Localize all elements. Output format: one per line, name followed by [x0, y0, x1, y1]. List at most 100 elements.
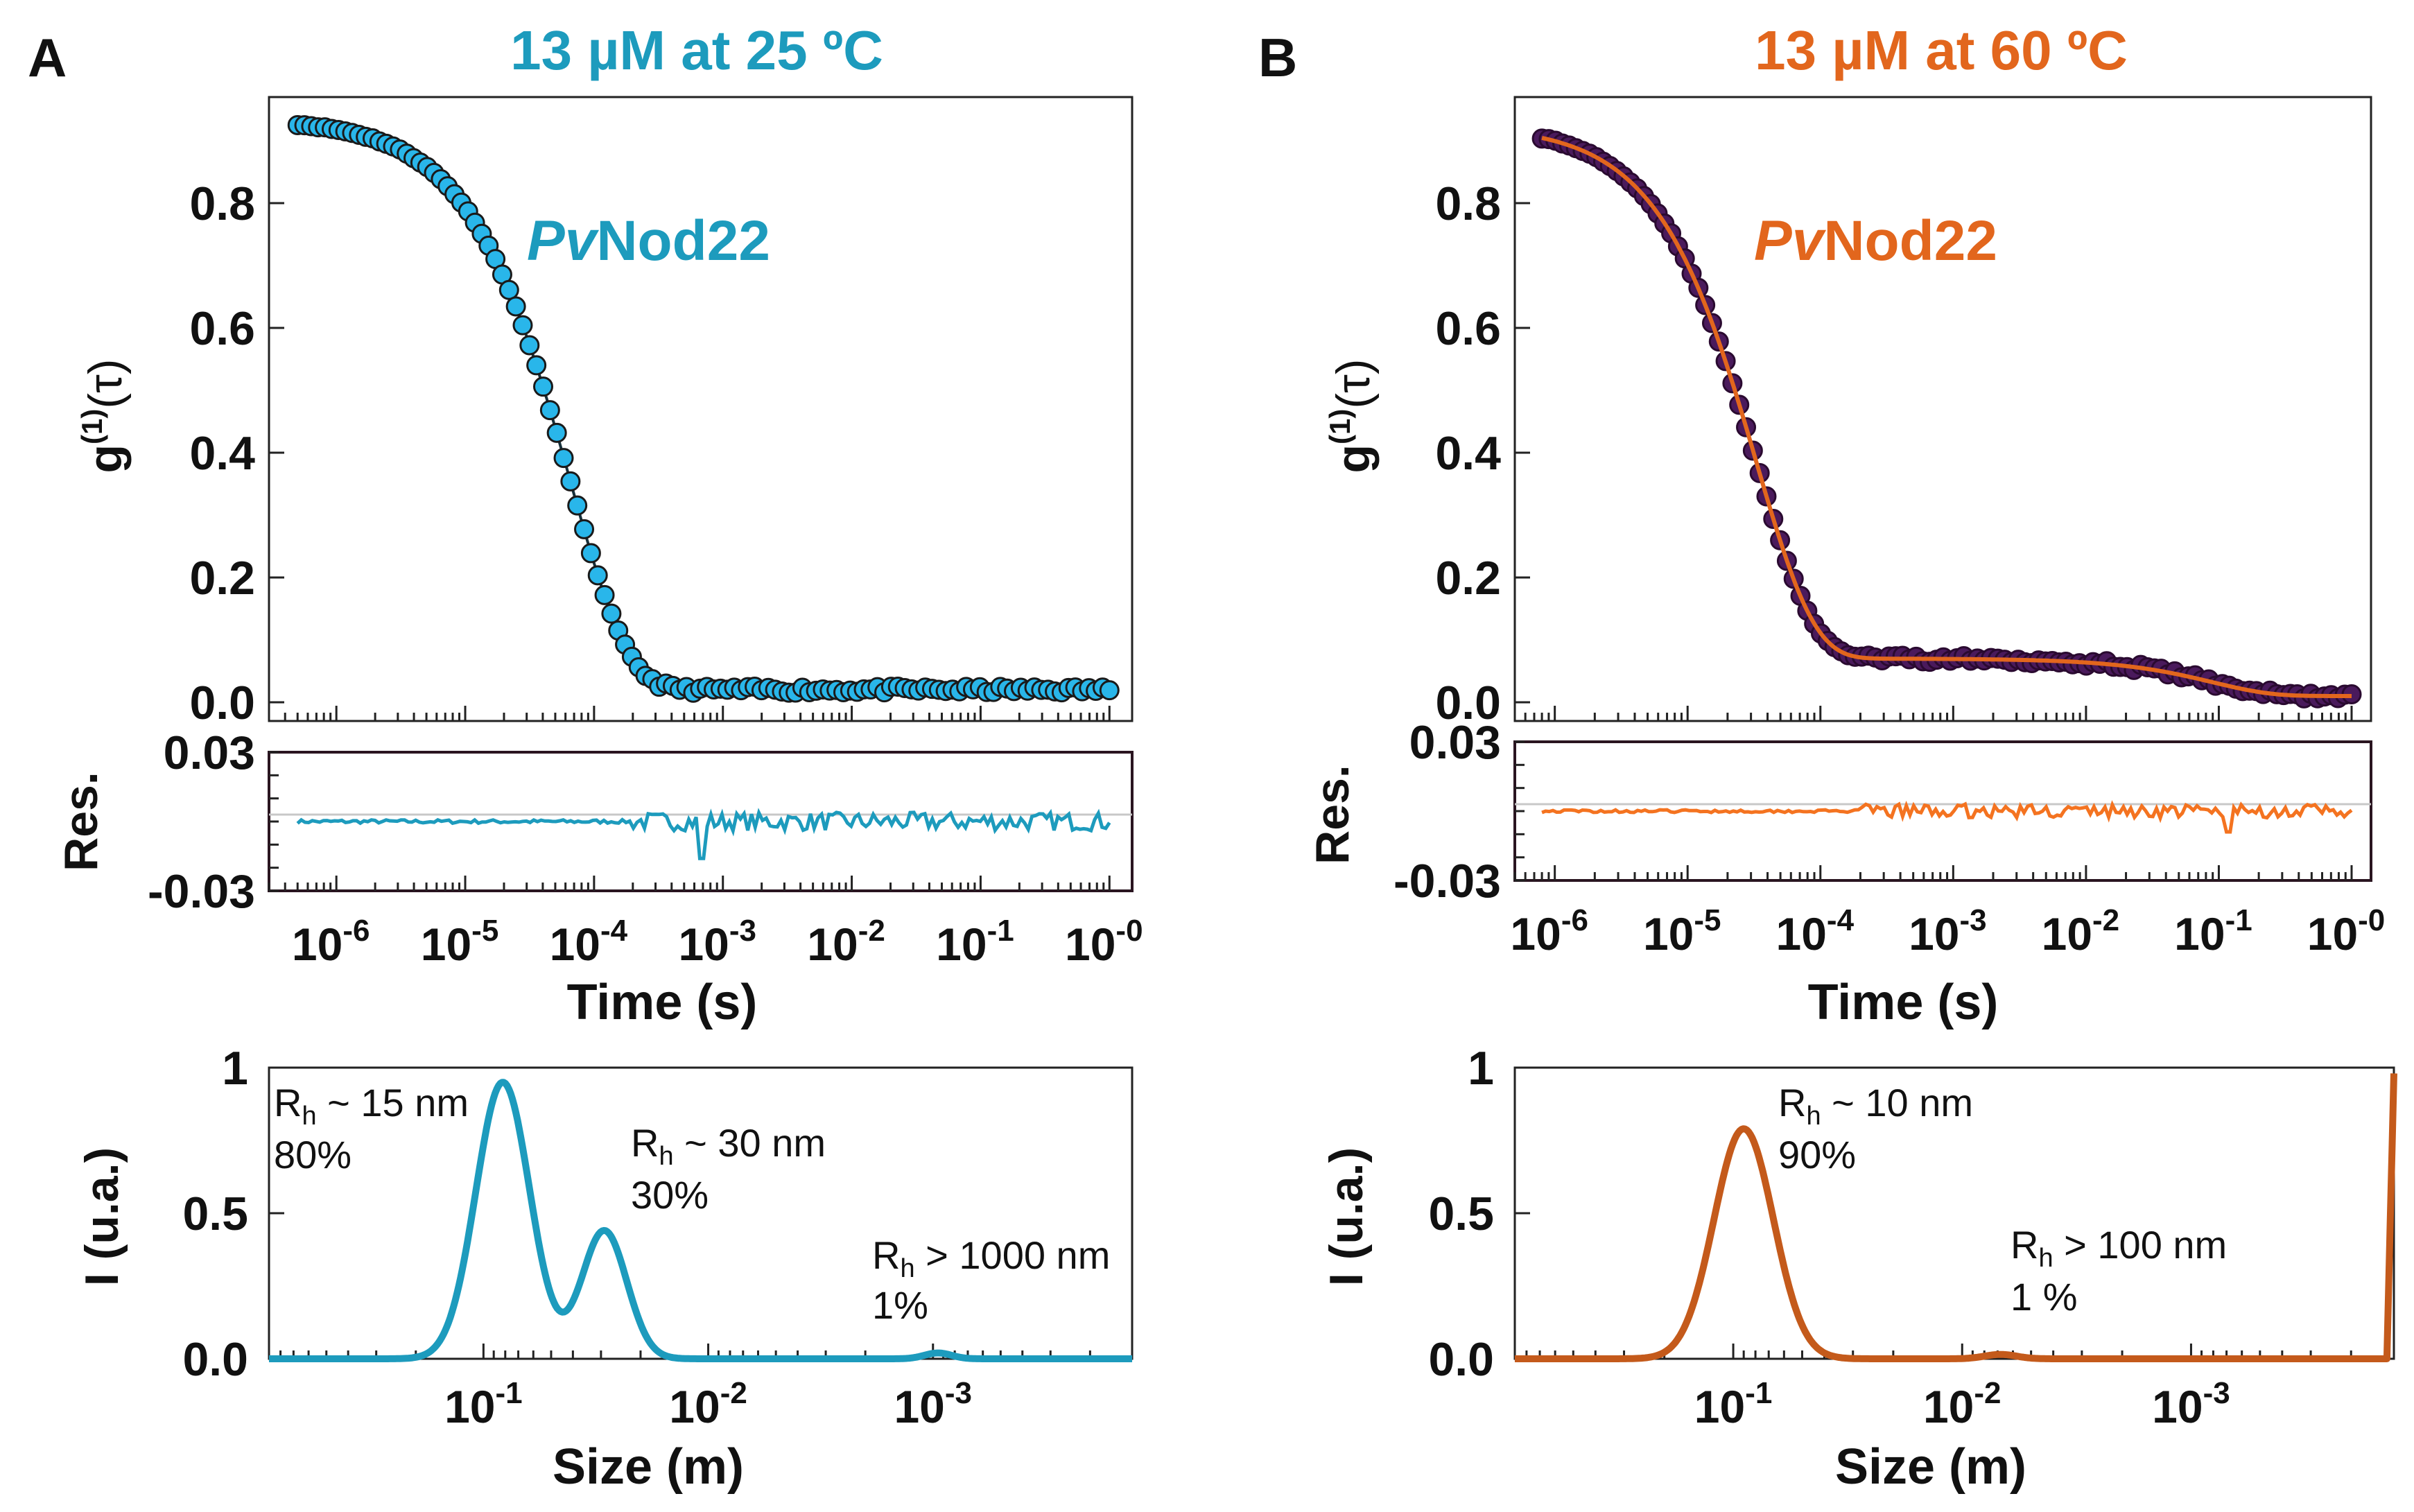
size-xtick-label: 10-3	[2152, 1376, 2230, 1432]
panel-a-residual-plot: -0.030.03 Res. 10-6 10-5 10-4 10-3 10-2 10-1 1…	[55, 727, 1143, 1030]
b1-ytick-label: 0.8	[1435, 177, 1501, 230]
b1-ytick-label: 0.2	[1435, 552, 1501, 605]
svg-text:PvNod22: PvNod22	[527, 209, 770, 272]
time-xtick-label: 10-1	[2174, 903, 2252, 959]
panel-a-correlation-ylabel: g(1)(τ)	[76, 358, 132, 473]
time-xtick-label: 10-5	[421, 914, 499, 970]
time-xtick-label: 10-6	[292, 914, 370, 970]
panel-b-species-label: PvNod22	[1754, 209, 1997, 272]
a1-ytick-label: 0.0	[189, 677, 255, 729]
panel-a-size-xtick-labels: 10-1 10-2 10-3	[444, 1376, 972, 1432]
panel-b-residual-plot: -0.030.03 Res. 10-6 10-5 10-4 10-3 10-2 10-1 1…	[1306, 716, 2385, 1030]
time-xtick-label: 10-3	[1909, 903, 1987, 959]
data-point	[532, 376, 553, 397]
data-point	[574, 519, 595, 539]
a3-ytick-label: 0.5	[182, 1188, 248, 1240]
peak1-percent: 90%	[1778, 1133, 1856, 1176]
panel-a-letter: A	[28, 27, 67, 88]
panel-b-residual-ylabel: Res.	[1306, 765, 1359, 864]
panel-a-size-curve	[267, 1079, 1134, 1362]
a3-ytick-label: 0.0	[182, 1333, 248, 1386]
panel-b-residual-xtick-labels: 10-6 10-5 10-4 10-3 10-2 10-1 10-0	[1510, 903, 2385, 959]
rh-sub: h	[2038, 1244, 2053, 1273]
time-xtick-label: 10-3	[678, 914, 756, 970]
panel-a: A 13 µM at 25 ºC PvNod22 0.0 0.2 0.4 0.6 0.8…	[28, 19, 1143, 1495]
rh-symbol: R	[1778, 1081, 1806, 1124]
time-xtick-label: 10-4	[1776, 903, 1855, 959]
panel-a-residual-xtick-labels: 10-6 10-5 10-4 10-3 10-2 10-1 10-0	[292, 914, 1143, 970]
b2-ytick-label: 0.03	[1409, 716, 1501, 769]
panel-b-letter: B	[1258, 27, 1297, 88]
panel-a-species-italic: Pv	[527, 209, 600, 272]
svg-text:Rh ~ 30 nm: Rh ~ 30 nm	[631, 1121, 826, 1171]
panel-b-title: 13 µM at 60 ºC	[1755, 19, 2128, 81]
panel-b-species-rest: Nod22	[1823, 209, 1997, 272]
peak1-percent: 80%	[274, 1133, 351, 1176]
svg-text:PvNod22: PvNod22	[1754, 209, 1997, 272]
b3-ytick-label: 0.5	[1428, 1188, 1494, 1240]
peak2-percent: 1 %	[2011, 1275, 2078, 1319]
data-point	[567, 495, 588, 516]
panel-b-residual-ytick-labels: -0.03 0.03	[1393, 716, 1501, 907]
rh-value: ~ 30 nm	[674, 1121, 826, 1165]
size-xtick-label: 10-3	[894, 1376, 972, 1432]
panel-b-residual-line	[1541, 800, 2353, 834]
time-xtick-label: 10-6	[1510, 903, 1588, 959]
panel-b-ylabel-sup: (1)	[1323, 409, 1356, 444]
rh-value: ~ 15 nm	[317, 1081, 469, 1124]
panel-a-residual-ylabel: Res.	[55, 772, 107, 871]
a1-ytick-label: 0.4	[189, 427, 255, 480]
data-point	[498, 279, 519, 300]
size-xtick-label: 10-1	[1694, 1376, 1773, 1432]
data-point	[601, 603, 622, 624]
panel-a-correlation-frame	[268, 96, 1134, 722]
data-point	[560, 471, 581, 492]
data-point	[519, 335, 540, 356]
size-xtick-label: 10-2	[1923, 1376, 2001, 1432]
panel-a-title: 13 µM at 25 ºC	[510, 19, 883, 81]
panel-b-time-xlabel: Time (s)	[1808, 975, 1999, 1030]
data-point	[512, 315, 533, 336]
panel-a-ylabel-arg: (τ)	[79, 358, 132, 408]
rh-sub: h	[1806, 1102, 1821, 1131]
panel-b-size-curve	[1513, 1073, 2397, 1362]
svg-text:Rh > 100 nm: Rh > 100 nm	[2011, 1223, 2227, 1273]
time-xtick-label: 10-1	[936, 914, 1014, 970]
panel-a-correlation-points	[287, 114, 1120, 703]
panel-b-size-ylabel: I (u.a.)	[1320, 1147, 1373, 1286]
panel-b-size-ytick-labels: 0.0 0.5 1	[1428, 1042, 1494, 1386]
peak3-percent: 1%	[872, 1283, 928, 1327]
panel-b-ylabel-base: g	[1327, 444, 1380, 473]
panel-b-size-plot: 0.0 0.5 1 I (u.a.) 10-1 10-2 10-3 Size (m) R…	[1320, 1042, 2397, 1495]
rh-symbol: R	[631, 1121, 659, 1165]
a1-ytick-label: 0.2	[189, 552, 255, 605]
b3-ytick-label: 1	[1468, 1042, 1494, 1095]
data-point	[1099, 680, 1120, 701]
time-xtick-label: 10-5	[1643, 903, 1721, 959]
panel-a-correlation-ticks	[268, 202, 1111, 721]
a1-ytick-label: 0.8	[189, 177, 255, 230]
time-xtick-label: 10-0	[1065, 914, 1143, 970]
panel-a-residual-line	[296, 808, 1111, 860]
data-point	[580, 543, 601, 564]
b1-ytick-label: 0.4	[1435, 427, 1501, 480]
panel-b-correlation-frame	[1513, 96, 2372, 722]
panel-a-time-xlabel: Time (s)	[567, 975, 758, 1030]
data-point	[526, 355, 547, 376]
panel-b-size-xtick-labels: 10-1 10-2 10-3	[1694, 1376, 2230, 1432]
svg-text:Rh > 1000 nm: Rh > 1000 nm	[872, 1233, 1110, 1283]
panel-b-correlation-curve	[1541, 135, 2352, 698]
data-point	[587, 565, 608, 586]
a1-ytick-label: 0.6	[189, 302, 255, 355]
panel-a-correlation-plot: PvNod22 0.0 0.2 0.4 0.6 0.8 g(1)(τ)	[76, 96, 1134, 729]
panel-b-ylabel-arg: (τ)	[1327, 358, 1380, 408]
b3-ytick-label: 0.0	[1428, 1333, 1494, 1386]
rh-sub: h	[302, 1102, 316, 1131]
data-point	[553, 448, 574, 469]
rh-value: > 100 nm	[2053, 1223, 2228, 1267]
rh-sub: h	[900, 1254, 914, 1283]
panel-b: B 13 µM at 60 ºC PvNod22 0.0 0.2 0.4 0.6 0.8…	[1258, 19, 2397, 1495]
panel-a-residual-ticks	[268, 751, 1111, 892]
size-xtick-label: 10-2	[669, 1376, 747, 1432]
